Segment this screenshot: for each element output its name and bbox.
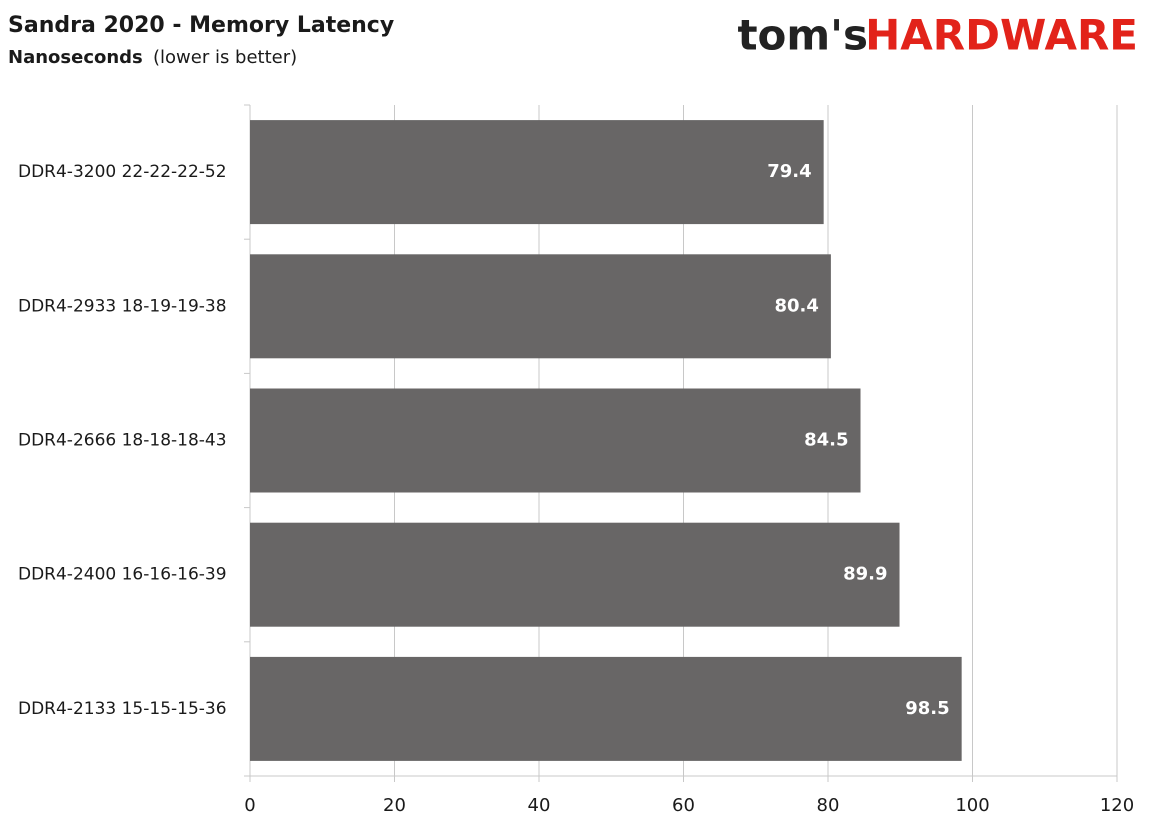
bar [250,388,861,493]
y-tick-label: DDR4-3200 22-22-22-52 [18,162,227,182]
x-tick-label: 80 [817,795,840,816]
x-tick-label: 120 [1100,795,1134,816]
bar [250,120,824,225]
x-tick-label: 60 [672,795,695,816]
bar [250,522,900,627]
x-tick-label: 40 [528,795,551,816]
value-label: 98.5 [905,698,949,719]
value-label: 79.4 [767,161,811,182]
x-tick-label: 100 [955,795,989,816]
logo-left: tom's [737,11,868,60]
y-tick-label: DDR4-2933 18-19-19-38 [18,296,227,316]
y-tick-label: DDR4-2133 15-15-15-36 [18,699,227,719]
chart-title: Sandra 2020 - Memory Latency [8,13,394,38]
bar [250,656,962,761]
logo-right: HARDWARE [865,11,1138,60]
x-tick-label: 0 [244,795,255,816]
chart-subtitle-note: (lower is better) [153,47,297,68]
y-tick-label: DDR4-2400 16-16-16-39 [18,565,227,585]
value-label: 84.5 [804,430,848,451]
value-label: 80.4 [774,295,818,316]
value-label: 89.9 [843,564,887,585]
y-tick-label: DDR4-2666 18-18-18-43 [18,431,227,451]
x-tick-label: 20 [383,795,406,816]
chart-subtitle: Nanoseconds [8,47,143,68]
bar [250,254,831,359]
